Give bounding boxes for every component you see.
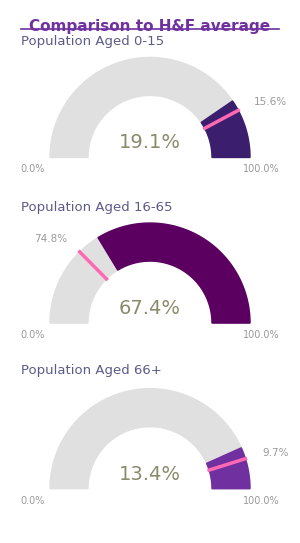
Polygon shape [50,58,250,157]
Polygon shape [207,448,250,489]
Text: Population Aged 66+: Population Aged 66+ [21,364,162,377]
Text: Population Aged 16-65: Population Aged 16-65 [21,201,172,214]
Polygon shape [201,101,250,157]
Text: 0.0%: 0.0% [20,165,44,174]
Text: 0.0%: 0.0% [20,330,44,340]
Text: 13.4%: 13.4% [119,465,181,484]
Text: Comparison to H&F average: Comparison to H&F average [29,19,271,34]
Text: 19.1%: 19.1% [119,134,181,153]
Text: Population Aged 0-15: Population Aged 0-15 [21,35,164,48]
Text: 67.4%: 67.4% [119,299,181,318]
Polygon shape [50,389,250,489]
Polygon shape [50,223,250,323]
Text: 100.0%: 100.0% [243,330,280,340]
Text: 15.6%: 15.6% [254,97,287,107]
Text: 100.0%: 100.0% [243,496,280,506]
Text: 9.7%: 9.7% [262,449,289,458]
Text: 100.0%: 100.0% [243,165,280,174]
Text: 74.8%: 74.8% [34,234,67,244]
Polygon shape [98,223,250,323]
Text: 0.0%: 0.0% [20,496,44,506]
